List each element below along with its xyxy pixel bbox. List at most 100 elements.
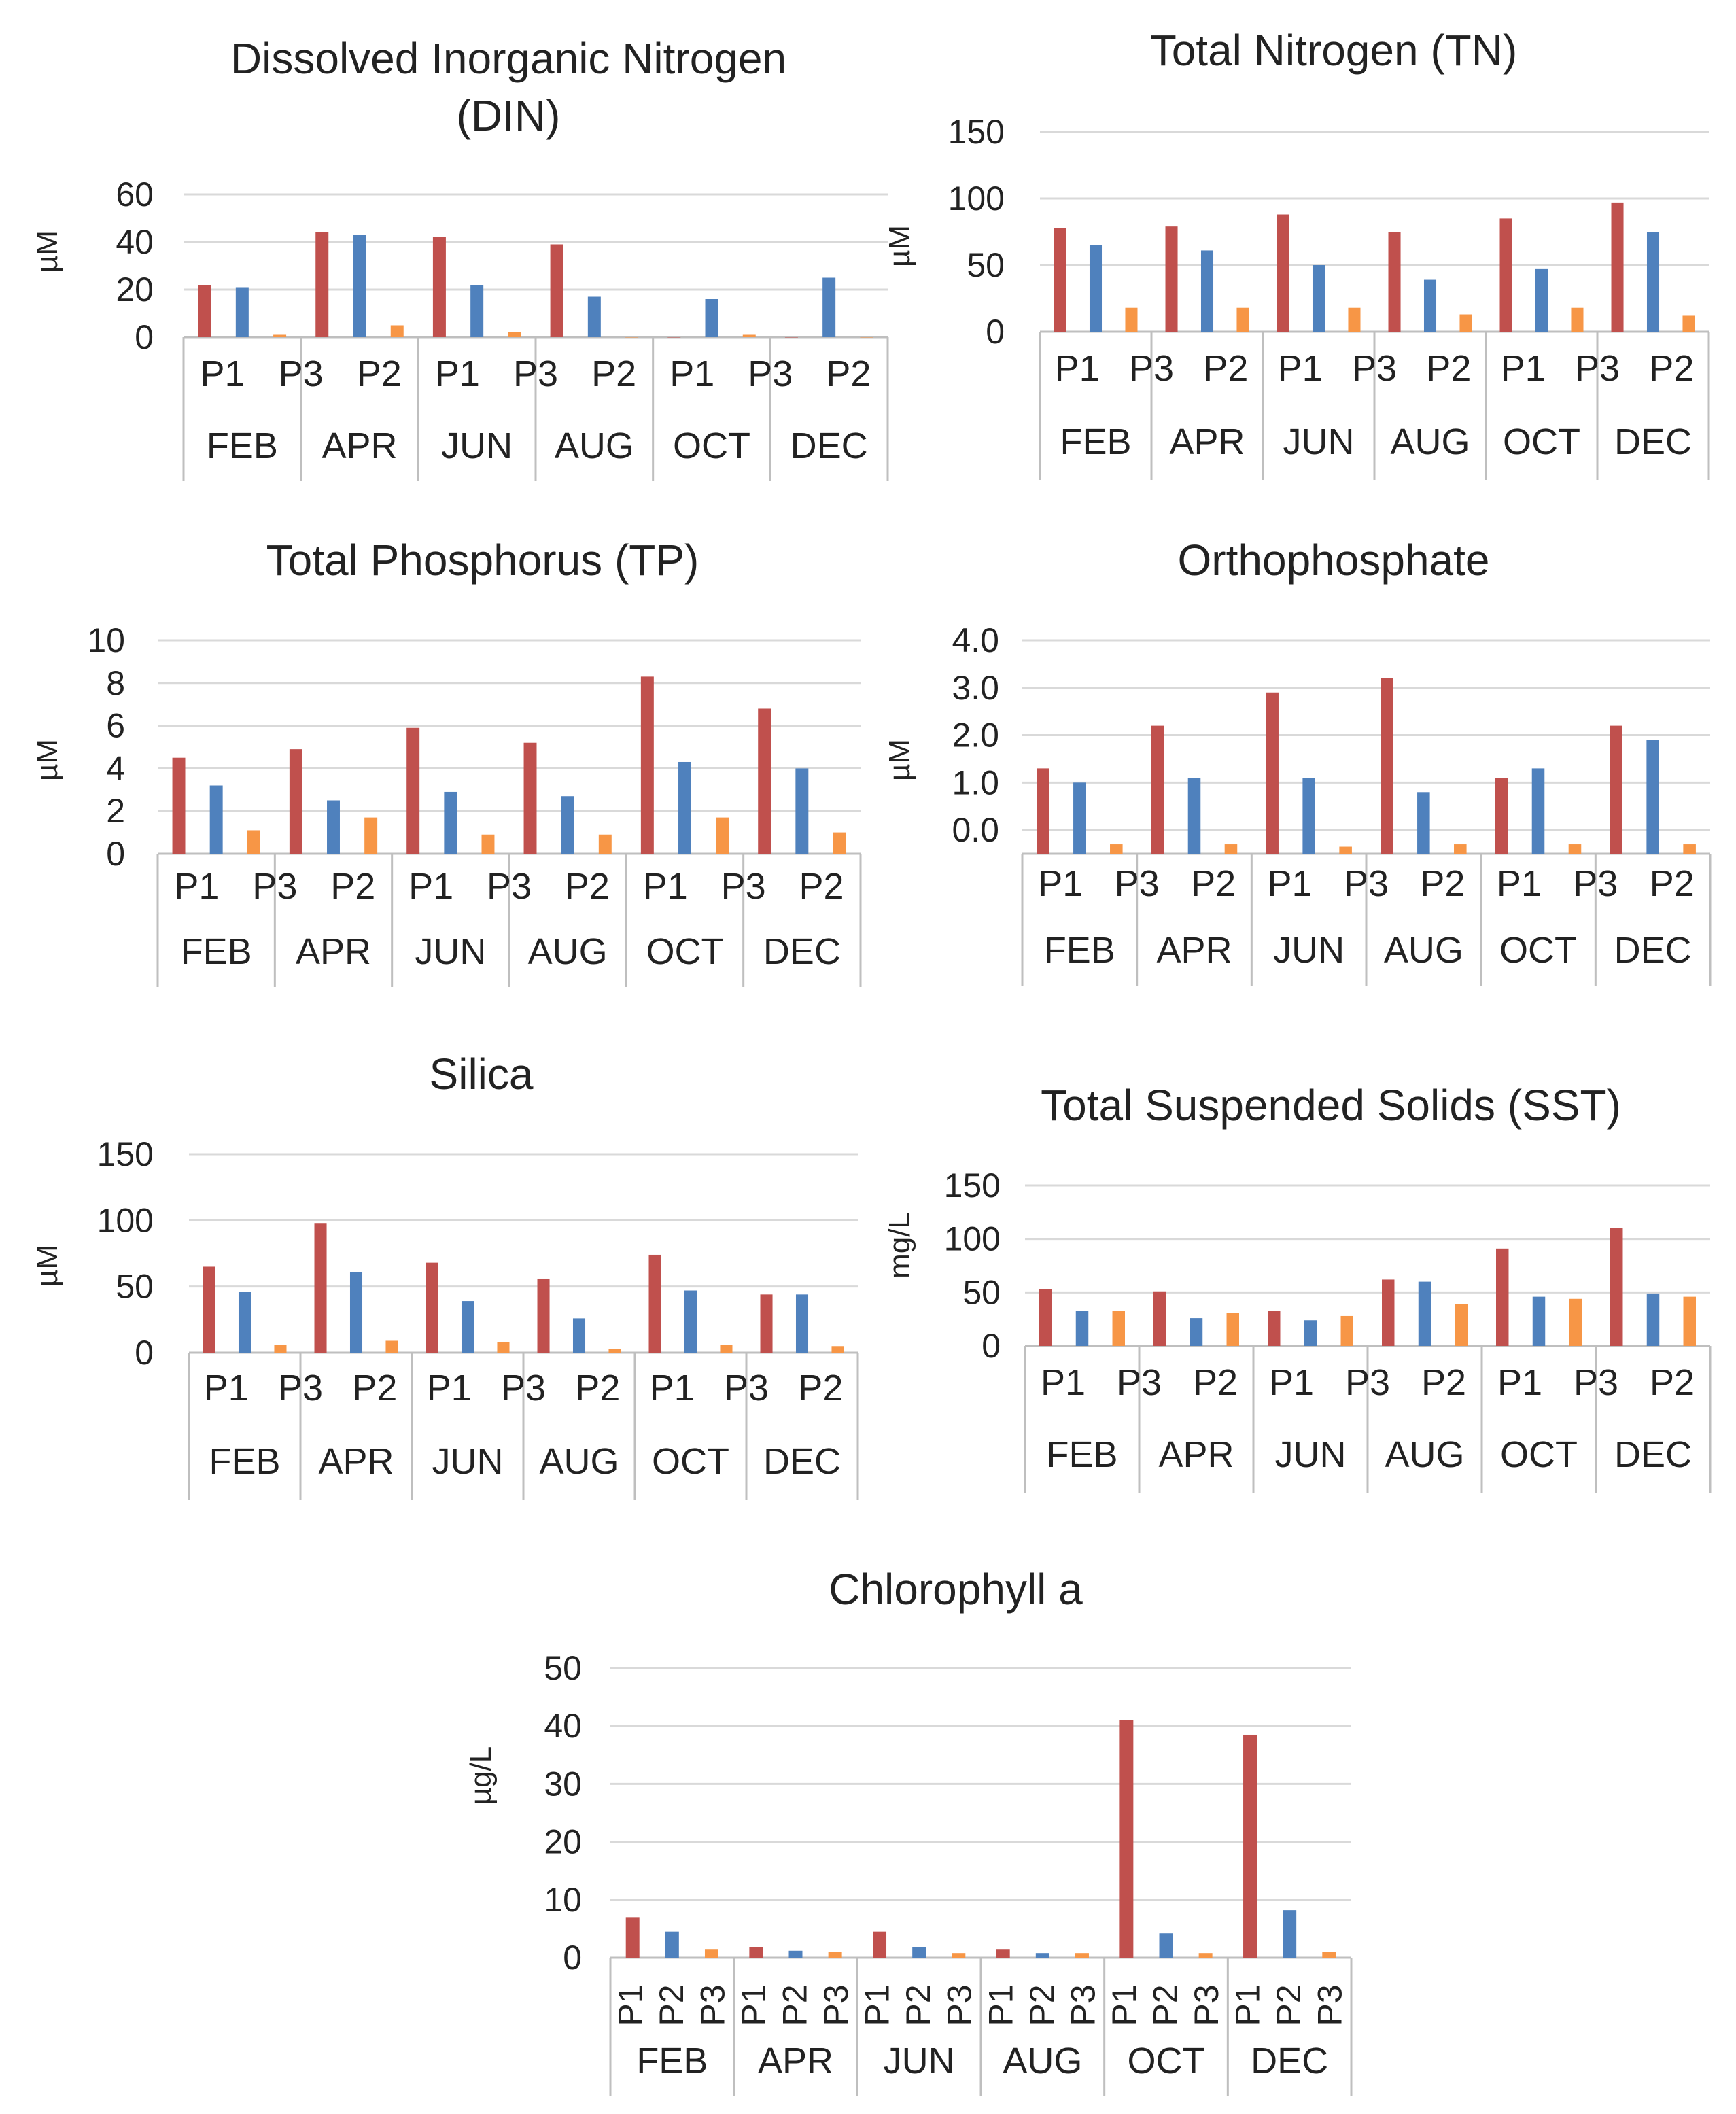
station-label: P2 [352, 1368, 397, 1408]
bar-tn-apr-p1 [1165, 226, 1178, 332]
station-label: P1 [650, 1368, 695, 1408]
bar-sst-feb-p2 [1075, 1311, 1089, 1346]
bar-silica-aug-p3 [608, 1349, 621, 1353]
station-label: P1 [201, 353, 245, 394]
bar-chla-apr-p1 [749, 1947, 763, 1958]
bar-ortho-apr-p3 [1224, 844, 1238, 854]
month-label: AUG [555, 426, 634, 466]
station-label: P2 [776, 1984, 814, 2026]
bar-tn-dec-p1 [1611, 202, 1624, 332]
y-tick-label: 50 [967, 246, 1005, 284]
month-label: FEB [1046, 1434, 1117, 1475]
bar-silica-feb-p1 [203, 1266, 215, 1353]
bar-tn-oct-p1 [1499, 218, 1512, 332]
month-label: APR [1156, 930, 1232, 971]
month-label: AUG [1390, 421, 1470, 462]
bar-sst-aug-p1 [1382, 1279, 1395, 1346]
bar-ortho-aug-p1 [1381, 678, 1393, 854]
station-label: P3 [1117, 1362, 1162, 1403]
bar-din-jun-p1 [432, 237, 446, 337]
bar-tn-apr-p2 [1200, 250, 1214, 332]
bar-ortho-feb-p1 [1037, 768, 1049, 854]
month-label: OCT [1500, 1434, 1578, 1475]
station-label: P3 [252, 866, 297, 907]
y-tick-label: 40 [116, 223, 154, 261]
bar-chla-oct-p2 [1159, 1933, 1173, 1958]
bar-chla-apr-p2 [788, 1950, 803, 1958]
bar-chla-dec-p1 [1243, 1734, 1257, 1958]
bar-tn-aug-p3 [1459, 314, 1472, 332]
bar-silica-oct-p2 [684, 1290, 697, 1353]
month-label: OCT [673, 426, 750, 466]
bar-tp-feb-p2 [209, 785, 223, 854]
station-label: P3 [693, 1984, 731, 2026]
bar-sst-dec-p3 [1683, 1296, 1696, 1346]
chart-title: Total Nitrogen (TN) [1150, 26, 1518, 75]
y-tick-label: 6 [106, 707, 125, 745]
bar-sst-dec-p2 [1646, 1293, 1660, 1346]
station-label: P3 [1575, 348, 1620, 389]
month-label: FEB [1060, 421, 1131, 462]
y-tick-label: 20 [116, 271, 154, 309]
station-label: P2 [1193, 1362, 1238, 1403]
month-label: OCT [646, 931, 724, 972]
y-tick-label: 0 [563, 1939, 582, 1977]
bar-sst-jun-p3 [1340, 1315, 1353, 1346]
month-label: JUN [415, 931, 486, 972]
station-label: P2 [799, 866, 844, 907]
chart-title: Total Phosphorus (TP) [266, 536, 699, 585]
bar-tn-jun-p3 [1348, 307, 1361, 332]
bar-sst-apr-p1 [1153, 1291, 1166, 1346]
bar-silica-dec-p1 [760, 1294, 773, 1353]
y-tick-label: 1.0 [952, 763, 999, 801]
bar-tp-oct-p3 [716, 817, 729, 854]
bar-tp-apr-p1 [289, 749, 302, 854]
station-label: P1 [174, 866, 219, 907]
y-tick-label: 150 [97, 1135, 154, 1173]
station-label: P1 [1501, 348, 1546, 389]
bar-tn-aug-p2 [1423, 279, 1437, 332]
y-tick-label: 4.0 [952, 621, 999, 659]
bar-tp-aug-p1 [523, 742, 537, 854]
station-label: P3 [1129, 348, 1174, 389]
bar-silica-aug-p2 [572, 1318, 586, 1353]
bar-tn-feb-p3 [1125, 307, 1138, 332]
station-label: P1 [435, 353, 480, 394]
y-axis-label: mg/L [883, 1212, 916, 1279]
bar-silica-oct-p1 [648, 1254, 661, 1353]
station-label: P2 [1191, 863, 1236, 904]
bar-silica-apr-p3 [385, 1340, 398, 1353]
station-label: P2 [1147, 1984, 1185, 2026]
month-label: DEC [1614, 1434, 1692, 1475]
bar-din-feb-p2 [235, 287, 249, 337]
month-label: OCT [1503, 421, 1580, 462]
month-label: AUG [1385, 1434, 1464, 1475]
y-tick-label: 4 [106, 749, 125, 787]
station-label: P1 [858, 1984, 897, 2026]
y-axis-label: µM [31, 230, 64, 273]
bar-din-dec-p1 [784, 337, 798, 338]
bar-silica-jun-p2 [461, 1301, 474, 1353]
station-label: P3 [1115, 863, 1160, 904]
station-label: P3 [513, 353, 558, 394]
bar-chla-feb-p2 [665, 1931, 679, 1958]
bar-chla-oct-p1 [1119, 1720, 1134, 1958]
station-label: P3 [1345, 1362, 1390, 1403]
bar-sst-apr-p2 [1190, 1318, 1203, 1346]
bar-chla-dec-p2 [1283, 1910, 1297, 1958]
bar-din-jun-p2 [470, 285, 484, 337]
bar-tn-dec-p2 [1646, 232, 1660, 332]
bar-sst-oct-p2 [1532, 1296, 1546, 1346]
station-label: P3 [1573, 863, 1618, 904]
month-label: FEB [181, 931, 252, 972]
chart-ortho: Orthophosphate µM 0.0 1.0 2.0 3.0 4.0 FEB APR JUN… [883, 536, 1712, 986]
bar-chla-aug-p2 [1035, 1953, 1049, 1958]
bar-din-aug-p2 [587, 296, 601, 337]
month-label: DEC [763, 931, 841, 972]
station-label: P1 [735, 1984, 773, 2026]
month-label: AUG [1003, 2041, 1082, 2081]
chart-chla: Chlorophyll a µg/L 0 10 20 30 40 50 FEB APR JUN AUG… [464, 1565, 1353, 2096]
y-axis-label: µM [31, 739, 64, 781]
station-label: P2 [1426, 348, 1471, 389]
month-label: FEB [209, 1441, 280, 1482]
